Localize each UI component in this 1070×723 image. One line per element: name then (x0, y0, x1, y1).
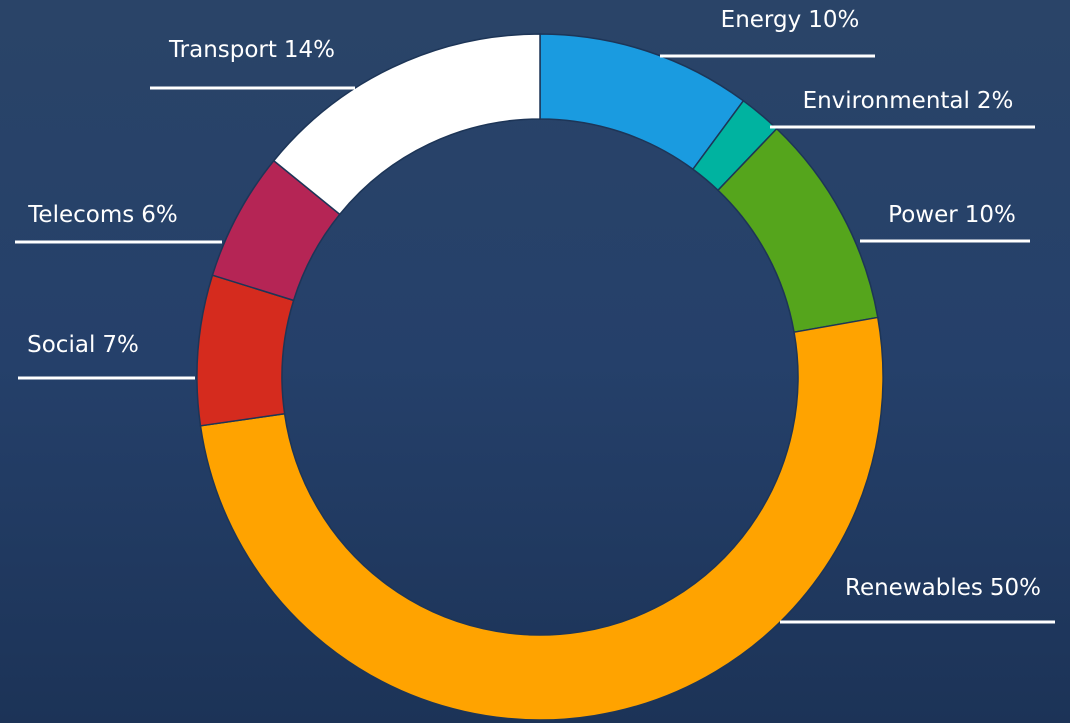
segment-name: Telecoms (27, 202, 134, 228)
segment-value: 50% (990, 575, 1041, 601)
segment-label: Power 10% (888, 202, 1016, 228)
segment-name: Renewables (845, 575, 983, 601)
segment-value: 10% (808, 7, 859, 33)
segment-label: Social 7% (27, 332, 139, 358)
segment-value: 14% (284, 37, 335, 63)
segment-value: 2% (977, 88, 1014, 114)
segment-value: 7% (102, 332, 139, 358)
segment-name: Environmental (803, 88, 970, 114)
segment-value: 6% (141, 202, 178, 228)
chart: Energy10%Environmental2%Power10%Renewabl… (0, 0, 1070, 723)
segment-value: 10% (965, 202, 1016, 228)
segment-name: Power (888, 202, 958, 228)
segment-name: Social (27, 332, 95, 358)
segment-name: Energy (721, 7, 802, 33)
segment-label: Environmental 2% (803, 88, 1014, 114)
segment-label: Transport 14% (168, 37, 335, 63)
segment-label: Renewables 50% (845, 575, 1041, 601)
segment-label: Telecoms 6% (27, 202, 177, 228)
donut-segment (197, 275, 294, 426)
segment-name: Transport (168, 37, 277, 63)
